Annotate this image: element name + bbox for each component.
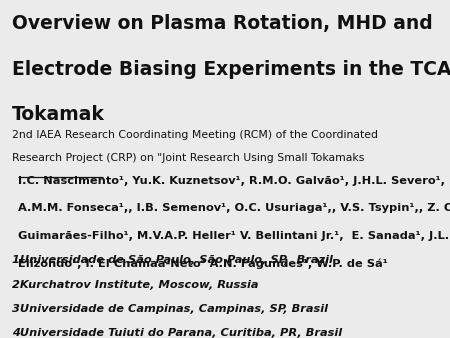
Text: A.M.M. Fonseca¹,, I.B. Semenov¹, O.C. Usuriaga¹,, V.S. Tsypin¹,, Z. O.: A.M.M. Fonseca¹,, I.B. Semenov¹, O.C. Us… — [18, 203, 450, 214]
Text: Research Project (CRP) on "Joint Research Using Small Tokamaks: Research Project (CRP) on "Joint Researc… — [12, 153, 364, 163]
Text: 4Universidade Tuiuti do Parana, Curitiba, PR, Brasil: 4Universidade Tuiuti do Parana, Curitiba… — [12, 328, 342, 338]
Text: 2Kurchatrov Institute, Moscow, Russia: 2Kurchatrov Institute, Moscow, Russia — [12, 280, 259, 290]
Text: Tokamak: Tokamak — [12, 105, 105, 124]
Text: 2nd IAEA Research Coordinating Meeting (RCM) of the Coordinated: 2nd IAEA Research Coordinating Meeting (… — [12, 130, 378, 140]
Text: Elizondo¹, I. El Chamaa-Neto⁴ A.N. Fagundes¹, W.P. de Sá¹: Elizondo¹, I. El Chamaa-Neto⁴ A.N. Fagun… — [18, 259, 388, 269]
Text: I.C. Nascimento¹, Yu.K. Kuznetsov¹, R.M.O. Galvão¹, J.H.L. Severo¹,: I.C. Nascimento¹, Yu.K. Kuznetsov¹, R.M.… — [18, 176, 445, 186]
Text: Guimarães-Filho¹, M.V.A.P. Heller¹ V. Bellintani Jr.¹,  E. Sanada¹, J.L.: Guimarães-Filho¹, M.V.A.P. Heller¹ V. Be… — [18, 231, 449, 241]
Text: Electrode Biasing Experiments in the TCABR: Electrode Biasing Experiments in the TCA… — [12, 60, 450, 79]
Text: Overview on Plasma Rotation, MHD and: Overview on Plasma Rotation, MHD and — [12, 14, 433, 33]
Text: 3Universidade de Campinas, Campinas, SP, Brasil: 3Universidade de Campinas, Campinas, SP,… — [12, 304, 328, 314]
Text: 1Universidade de São Paulo, São Paulo, SP,  Brazil: 1Universidade de São Paulo, São Paulo, S… — [12, 255, 333, 265]
